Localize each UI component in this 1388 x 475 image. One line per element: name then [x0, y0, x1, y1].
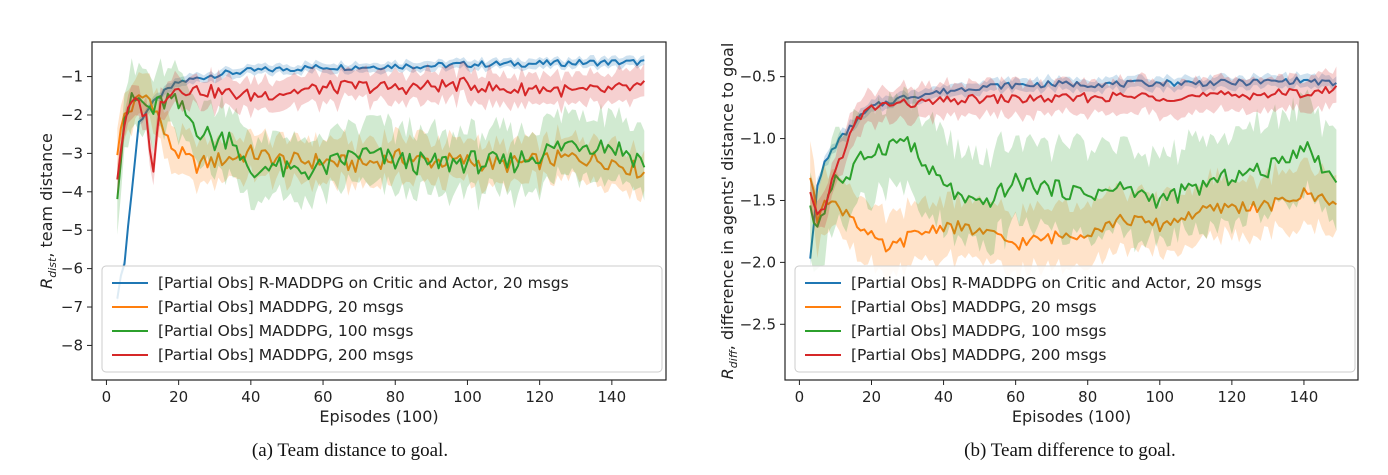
x-tick-label: 80	[386, 388, 405, 406]
series-line-orange	[116, 94, 646, 179]
chart-team-difference: 0 20 40 60 80 100 120 140 −0.5 −1.0 −1.5 −2.0 −2.5 Ep…	[718, 41, 1359, 461]
plot-frame	[784, 41, 1359, 381]
x-tick-label: 140	[598, 388, 627, 406]
y-tick-label: −1.5	[740, 191, 776, 209]
legend-entry: [Partial Obs] MADDPG, 100 msgs	[158, 322, 413, 340]
x-tick-label: 100	[453, 388, 482, 406]
y-axis-label: Rdiff, difference in agents' distance to…	[718, 43, 740, 380]
x-tick-label: 20	[169, 388, 188, 406]
x-tick-label: 60	[313, 388, 332, 406]
x-tick-label: 100	[1145, 388, 1174, 406]
legend: [Partial Obs] R-MADDPG on Critic and Act…	[101, 265, 663, 373]
y-axis-label-rest: , team distance	[37, 133, 56, 258]
y-tick-label: −2	[61, 106, 83, 124]
x-axis-label: Episodes (100)	[319, 407, 438, 426]
y-tick-label: −2.5	[740, 315, 776, 333]
y-tick-label: −3	[61, 144, 83, 162]
series-band-red	[810, 66, 1337, 229]
chart-team-distance: 0 20 40 60 80 100 120 140 −1 −2 −3 −4 −5 −6 −7 −8 Episod…	[37, 41, 667, 461]
y-axis-label-main: R	[718, 368, 737, 379]
y-axis-label: Rdist, team distance	[37, 133, 59, 289]
x-tick-label: 120	[525, 388, 554, 406]
x-axis-label: Episodes (100)	[1012, 407, 1131, 426]
x-tick-label: 40	[241, 388, 260, 406]
series-line-blue	[116, 58, 645, 299]
y-tick-label: −2.0	[740, 253, 776, 271]
y-axis-label-sub: dist	[46, 257, 59, 278]
x-tick-label: 60	[1006, 388, 1025, 406]
legend: [Partial Obs] R-MADDPG on Critic and Act…	[794, 265, 1356, 373]
series-line-green	[116, 92, 646, 200]
x-tick-label: 120	[1218, 388, 1247, 406]
y-tick-label: −0.5	[740, 68, 776, 86]
series-band-green	[117, 58, 645, 235]
x-tick-label: 0	[102, 388, 112, 406]
figure-caption: (a) Team distance to goal.	[252, 440, 448, 461]
y-tick-label: −5	[61, 221, 83, 239]
plot-area	[809, 66, 1338, 285]
legend-box	[101, 265, 663, 373]
legend-box	[794, 265, 1356, 373]
legend-entry: [Partial Obs] MADDPG, 20 msgs	[158, 298, 404, 316]
legend-entry: [Partial Obs] MADDPG, 200 msgs	[158, 346, 413, 364]
figure-caption: (b) Team difference to goal.	[964, 440, 1176, 461]
x-tick-label: 140	[1290, 388, 1319, 406]
y-tick-label: −7	[61, 298, 83, 316]
plot-area	[116, 55, 646, 305]
y-tick-label: −1.0	[740, 130, 776, 148]
series-band-green	[810, 86, 1337, 272]
series-line-blue	[809, 76, 1337, 259]
legend-entry: [Partial Obs] MADDPG, 200 msgs	[851, 346, 1106, 364]
y-axis-label-sub: diff	[727, 349, 740, 368]
y-tick-label: −1	[61, 68, 83, 86]
series-line-red	[809, 85, 1338, 216]
x-tick-label: 0	[795, 388, 805, 406]
legend-entry: [Partial Obs] R-MADDPG on Critic and Act…	[851, 274, 1262, 292]
x-tick-label: 80	[1078, 388, 1097, 406]
plot-frame	[91, 41, 667, 381]
series-line-orange	[809, 177, 1338, 253]
y-axis-label-main: R	[37, 278, 56, 289]
y-axis-label-rest: , difference in agents' distance to goal	[718, 43, 737, 351]
legend-entry: [Partial Obs] MADDPG, 20 msgs	[851, 298, 1097, 316]
y-tick-label: −6	[61, 260, 83, 278]
legend-entry: [Partial Obs] MADDPG, 100 msgs	[851, 322, 1106, 340]
x-tick-label: 40	[934, 388, 953, 406]
series-line-red	[116, 76, 646, 180]
series-line-green	[809, 136, 1338, 228]
x-tick-label: 20	[862, 388, 881, 406]
y-tick-label: −8	[61, 336, 83, 354]
y-tick-label: −4	[61, 183, 83, 201]
legend-entry: [Partial Obs] R-MADDPG on Critic and Act…	[158, 274, 569, 292]
series-band-orange	[810, 141, 1337, 285]
